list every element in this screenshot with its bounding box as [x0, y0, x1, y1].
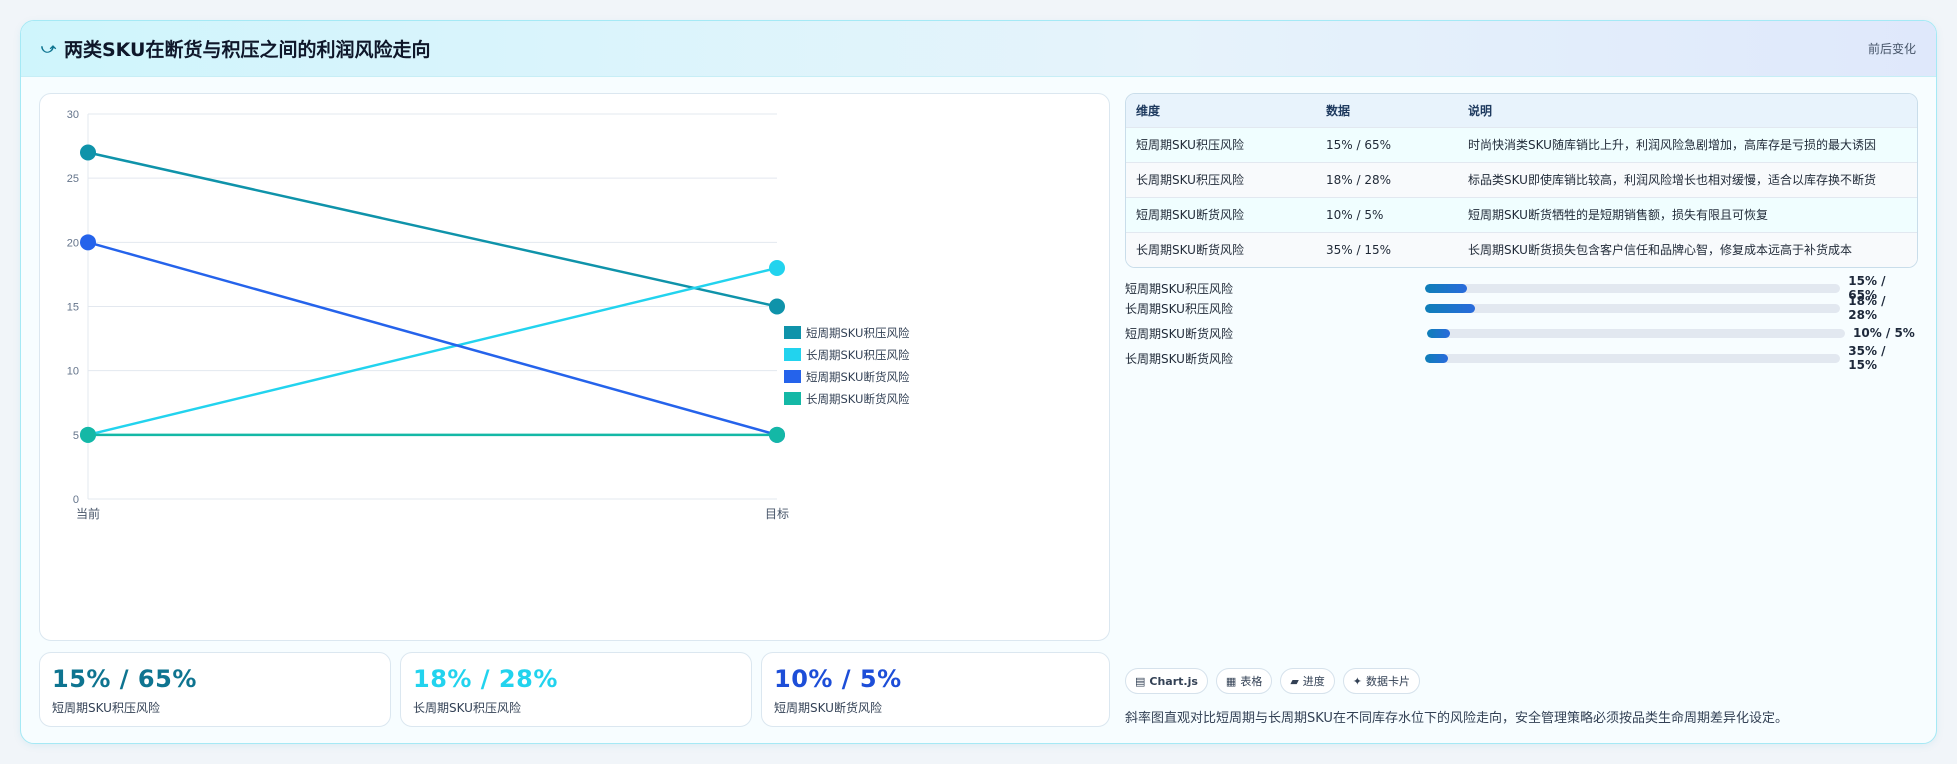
- progress-row: 长周期SKU断货风险 35% / 15%: [1125, 344, 1918, 372]
- legend-label: 长周期SKU断货风险: [806, 392, 910, 406]
- series-line: [87, 241, 778, 437]
- stat-label: 长周期SKU积压风险: [413, 701, 521, 715]
- main-card: ⤻ 两类SKU在断货与积压之间的利润风险走向 前后变化 0 5 10 15 20 25 30…: [20, 20, 1937, 744]
- progress-icon: ▰: [1290, 674, 1299, 688]
- tag-card[interactable]: ✦ 数据卡片: [1342, 668, 1421, 694]
- progress-fill: [1425, 353, 1448, 363]
- progress-track: [1425, 353, 1841, 363]
- legend-label: 长周期SKU积压风险: [806, 348, 910, 362]
- y-tick-label: 30: [67, 109, 79, 121]
- x-tick-label: 目标: [765, 507, 789, 521]
- table-cell: 15% / 65%: [1316, 126, 1458, 162]
- x-tick-label: 当前: [76, 506, 100, 521]
- progress-fill: [1427, 328, 1450, 338]
- column-header: 数据: [1316, 94, 1458, 127]
- progress-label: 长周期SKU积压风险: [1125, 301, 1233, 316]
- progress-value: 15% / 65%: [1848, 274, 1886, 302]
- table-cell: 短周期SKU断货风险: [1126, 196, 1316, 232]
- tag-list: ▤ Chart.js ▦ 表格 ▰ 进度 ✦ 数据卡片: [1125, 668, 1421, 694]
- table-cell: 长周期SKU断货风险: [1126, 231, 1316, 267]
- table-cell: 10% / 5%: [1316, 196, 1458, 232]
- column-header: 说明: [1458, 94, 1917, 127]
- table-cell: 时尚快消类SKU随库销比上升，利润风险急剧增加，高库存是亏损的最大诱因: [1458, 126, 1917, 162]
- progress-fill: [1425, 283, 1467, 293]
- progress-track: [1425, 303, 1841, 313]
- table-cell: 35% / 15%: [1316, 231, 1458, 267]
- tag-label: Chart.js: [1149, 674, 1198, 688]
- table-cell: 短周期SKU断货牺牲的是短期销售额，损失有限且可恢复: [1458, 196, 1917, 232]
- y-tick-label: 25: [67, 173, 79, 185]
- progress-value: 18% / 28%: [1848, 294, 1886, 322]
- table-row: 长周期SKU积压风险 18% / 28% 标品类SKU即使库销比较高，利润风险增…: [1126, 161, 1917, 197]
- slope-chart: 0 5 10 15 20 25 30 当前 目标 短周期SKU积压风险 长周期SKU积压风险 短周期S…: [39, 93, 1110, 641]
- table-header-row: 维度 数据 说明: [1126, 94, 1917, 127]
- progress-value: 10% / 5%: [1853, 326, 1915, 340]
- stat-value: 10% / 5%: [774, 665, 902, 693]
- data-point: [769, 260, 785, 276]
- y-tick-label: 5: [73, 430, 79, 442]
- legend-swatch: [784, 348, 801, 361]
- stat-value: 18% / 28%: [413, 665, 558, 693]
- table-cell: 18% / 28%: [1316, 161, 1458, 197]
- progress-label: 短周期SKU断货风险: [1125, 326, 1233, 341]
- page-title: ⤻ 两类SKU在断货与积压之间的利润风险走向: [41, 35, 430, 62]
- progress-label: 长周期SKU断货风险: [1125, 351, 1233, 366]
- legend-swatch: [784, 326, 801, 339]
- trend-icon: ⤻: [41, 40, 56, 57]
- legend-swatch: [784, 370, 801, 383]
- tag-table[interactable]: ▦ 表格: [1215, 668, 1273, 694]
- progress-fill: [1425, 303, 1475, 313]
- tag-label: 表格: [1240, 675, 1263, 688]
- data-point: [769, 298, 785, 315]
- tag-label: 进度: [1302, 675, 1325, 688]
- y-tick-label: 15: [67, 302, 79, 314]
- progress-value: 35% / 15%: [1848, 344, 1886, 372]
- legend-label: 短周期SKU断货风险: [806, 370, 910, 384]
- legend-swatch: [784, 392, 801, 405]
- table-cell: 标品类SKU即使库销比较高，利润风险增长也相对缓慢，适合以库存换不断货: [1458, 161, 1917, 197]
- table-cell: 长周期SKU积压风险: [1126, 161, 1316, 197]
- stat-card-2: 18% / 28% 长周期SKU积压风险: [400, 652, 752, 727]
- series-line: [87, 151, 778, 308]
- progress-row: 短周期SKU积压风险 15% / 65%: [1125, 274, 1918, 302]
- stat-value: 15% / 65%: [52, 665, 197, 693]
- tag-progress[interactable]: ▰ 进度: [1280, 668, 1335, 694]
- tag-label: 数据卡片: [1366, 675, 1411, 688]
- title-text: 两类SKU在断货与积压之间的利润风险走向: [63, 39, 431, 61]
- progress-row: 长周期SKU积压风险 18% / 28%: [1125, 294, 1918, 322]
- data-point: [80, 234, 96, 251]
- footnote: 斜率图直观对比短周期与长周期SKU在不同库存水位下的风险走向，安全管理策略必须按…: [1125, 711, 1788, 726]
- table-row: 短周期SKU积压风险 15% / 65% 时尚快消类SKU随库销比上升，利润风险…: [1126, 126, 1917, 162]
- y-tick-label: 10: [67, 366, 79, 378]
- table-cell: 长周期SKU断货损失包含客户信任和品牌心智，修复成本远高于补货成本: [1458, 231, 1917, 267]
- chart-svg: 0 5 10 15 20 25 30 当前 目标 短周期SKU积压风险长周期SKU积压风险短周期S…: [67, 109, 910, 521]
- tag-chartjs[interactable]: ▤ Chart.js: [1125, 668, 1208, 694]
- stat-label: 短周期SKU积压风险: [52, 701, 160, 715]
- column-header: 维度: [1126, 94, 1316, 127]
- progress-track: [1427, 328, 1845, 338]
- data-table: 维度 数据 说明 短周期SKU积压风险 15% / 65% 时尚快消类SKU随库…: [1125, 93, 1918, 268]
- y-tick-label: 20: [67, 237, 79, 249]
- chart-icon: ▤: [1135, 674, 1146, 688]
- y-tick-label: 0: [73, 494, 79, 506]
- card-header: ⤻ 两类SKU在断货与积压之间的利润风险走向 前后变化: [21, 21, 1936, 77]
- table-icon: ▦: [1225, 674, 1237, 688]
- table-row: 短周期SKU断货风险 10% / 5% 短周期SKU断货牺牲的是短期销售额，损失…: [1126, 196, 1917, 232]
- card-icon: ✦: [1352, 674, 1363, 688]
- header-right-label: 前后变化: [1867, 42, 1916, 56]
- data-point: [80, 426, 96, 443]
- legend-label: 短周期SKU积压风险: [806, 326, 910, 340]
- stat-label: 短周期SKU断货风险: [774, 701, 882, 715]
- table-cell: 短周期SKU积压风险: [1126, 126, 1316, 162]
- progress-label: 短周期SKU积压风险: [1125, 281, 1233, 296]
- table-row: 长周期SKU断货风险 35% / 15% 长周期SKU断货损失包含客户信任和品牌…: [1126, 231, 1917, 267]
- stat-card-1: 15% / 65% 短周期SKU积压风险: [39, 652, 391, 727]
- progress-track: [1425, 283, 1841, 293]
- stat-card-3: 10% / 5% 短周期SKU断货风险: [761, 652, 1110, 727]
- series-line: [87, 266, 778, 437]
- data-point: [769, 426, 785, 443]
- data-point: [80, 144, 96, 161]
- progress-row: 短周期SKU断货风险 10% / 5%: [1125, 323, 1918, 343]
